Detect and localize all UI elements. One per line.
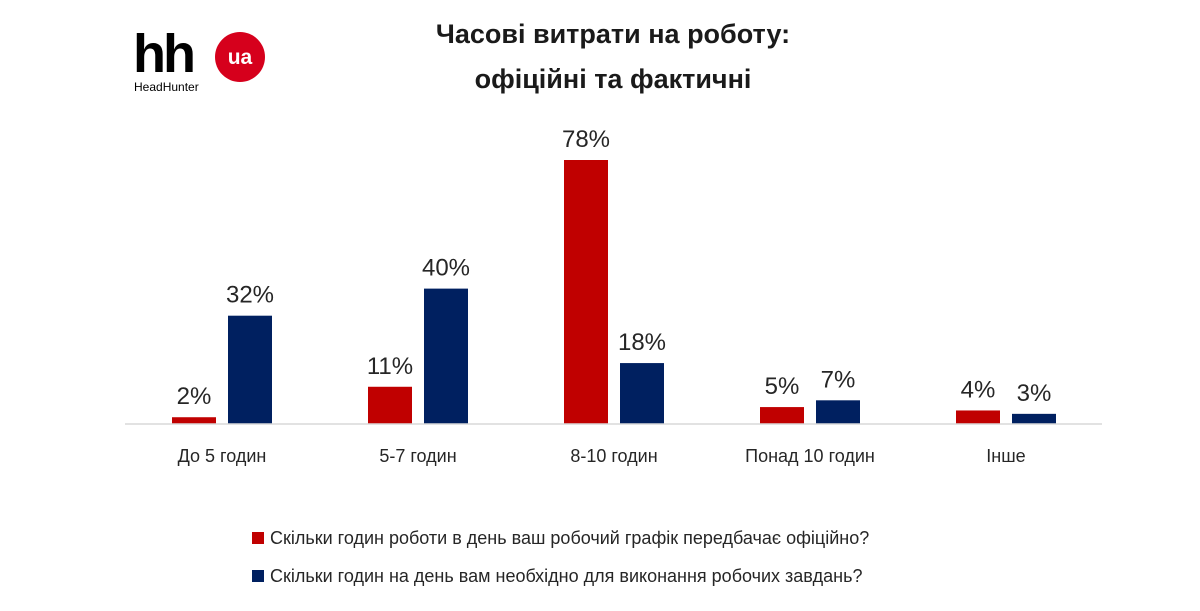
data-label-official-3: 5% bbox=[765, 373, 800, 400]
category-labels: До 5 годин 5-7 годин 8-10 годин Понад 10 го… bbox=[178, 446, 1026, 466]
chart-title-line-2: офіційні та фактичні bbox=[475, 64, 752, 94]
legend-label-actual: Скільки годин на день вам необхідно для … bbox=[270, 566, 863, 586]
category-label-4: Інше bbox=[986, 446, 1025, 466]
logo-subtitle: HeadHunter bbox=[134, 80, 199, 94]
data-label-actual-3: 7% bbox=[821, 366, 856, 393]
bar-official-0 bbox=[172, 417, 216, 424]
legend: Скільки годин роботи в день ваш робочий … bbox=[252, 528, 869, 586]
data-label-actual-2: 18% bbox=[618, 329, 666, 356]
logo-badge-circle bbox=[215, 32, 265, 82]
bar-actual-2 bbox=[620, 363, 664, 424]
category-label-0: До 5 годин bbox=[178, 446, 267, 466]
bar-actual-4 bbox=[1012, 413, 1056, 424]
legend-label-official: Скільки годин роботи в день ваш робочий … bbox=[270, 528, 869, 548]
category-label-3: Понад 10 годин bbox=[745, 446, 875, 466]
logo-badge-text: ua bbox=[228, 46, 253, 69]
legend-swatch-official bbox=[252, 532, 264, 544]
legend-swatch-actual bbox=[252, 570, 264, 582]
bar-actual-1 bbox=[424, 288, 468, 424]
data-label-actual-4: 3% bbox=[1017, 380, 1052, 407]
chart-title-line-1: Часові витрати на роботу: bbox=[436, 19, 790, 49]
bar-official-4 bbox=[956, 410, 1000, 424]
bars-group: 2% 32% 11% 40% 78% 18% 5% 7% 4% 3% bbox=[172, 126, 1056, 424]
bar-official-2 bbox=[564, 160, 608, 424]
category-label-1: 5-7 годин bbox=[379, 446, 456, 466]
data-label-actual-1: 40% bbox=[422, 255, 470, 282]
data-label-actual-0: 32% bbox=[226, 282, 274, 309]
headhunter-logo: hh ua HeadHunter bbox=[133, 24, 265, 94]
bar-official-1 bbox=[368, 386, 412, 424]
data-label-official-4: 4% bbox=[961, 376, 996, 403]
bar-official-3 bbox=[760, 407, 804, 424]
data-label-official-1: 11% bbox=[367, 353, 413, 380]
logo-main-text: hh bbox=[133, 24, 193, 84]
bar-actual-3 bbox=[816, 400, 860, 424]
data-label-official-2: 78% bbox=[562, 126, 610, 153]
category-label-2: 8-10 годин bbox=[570, 446, 657, 466]
data-label-official-0: 2% bbox=[177, 383, 212, 410]
bar-actual-0 bbox=[228, 315, 272, 424]
